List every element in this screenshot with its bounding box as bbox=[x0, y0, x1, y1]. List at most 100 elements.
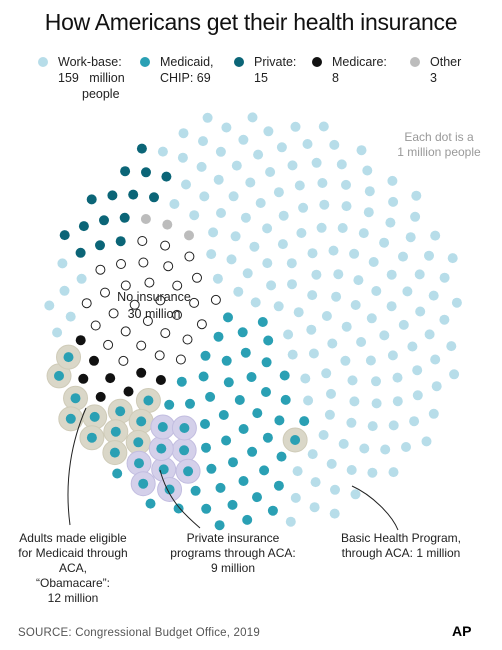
dot-work-base bbox=[350, 489, 361, 500]
annotation-line: Adults made eligible bbox=[19, 531, 127, 545]
dot-medicaid-chip bbox=[65, 413, 76, 424]
source-credit: SOURCE: Congressional Budget Office, 201… bbox=[18, 627, 260, 639]
dot-work-base bbox=[318, 430, 329, 440]
dot-medicaid-chip bbox=[138, 478, 149, 489]
scale-note-line: Each dot is a bbox=[404, 130, 474, 144]
dot-work-base bbox=[409, 416, 420, 427]
dot-work-base bbox=[411, 190, 422, 201]
dot-work-base bbox=[371, 376, 381, 387]
legend-item-private: Private: 15 bbox=[234, 54, 296, 86]
dot-work-base bbox=[296, 228, 307, 238]
dot-work-base bbox=[178, 128, 189, 139]
dot-work-base bbox=[414, 269, 425, 280]
dot-medicaid-chip bbox=[134, 458, 144, 469]
dot-medicaid-chip bbox=[179, 423, 190, 433]
dot-no-insurance bbox=[100, 287, 110, 298]
legend-count: 159 bbox=[58, 71, 79, 85]
dot-work-base bbox=[303, 395, 314, 406]
dot-work-base bbox=[302, 139, 313, 149]
dot-medicaid-chip bbox=[54, 370, 64, 381]
dot-work-base bbox=[398, 319, 409, 330]
dot-work-base bbox=[238, 134, 249, 145]
dot-medicaid-chip bbox=[145, 498, 156, 509]
dot-private bbox=[99, 215, 109, 226]
dot-work-base bbox=[392, 396, 403, 407]
dot-work-base bbox=[309, 502, 320, 513]
dot-medicaid-chip bbox=[205, 391, 216, 402]
dot-work-base bbox=[253, 149, 264, 160]
dot-work-base bbox=[286, 258, 297, 269]
dot-work-base bbox=[327, 338, 338, 349]
dot-work-base bbox=[307, 449, 318, 460]
dot-medicaid-chip bbox=[201, 503, 212, 514]
annotation-basic: Basic Health Program, through ACA: 1 mil… bbox=[336, 531, 466, 561]
dot-work-base bbox=[287, 160, 298, 171]
dot-medicare bbox=[89, 355, 99, 366]
dot-medicaid-chip bbox=[280, 394, 291, 405]
dot-medicaid-chip bbox=[274, 415, 285, 426]
legend-label: Medicare: bbox=[332, 55, 387, 69]
dot-work-base bbox=[255, 198, 266, 208]
dot-work-base bbox=[242, 268, 253, 279]
legend-count: 15 bbox=[254, 71, 268, 85]
dot-work-base bbox=[52, 327, 63, 338]
dot-no-insurance bbox=[137, 236, 148, 246]
dot-work-base bbox=[265, 167, 276, 177]
dot-no-insurance bbox=[160, 328, 171, 339]
dot-medicaid-chip bbox=[257, 317, 268, 327]
dot-work-base bbox=[199, 191, 210, 202]
dot-private bbox=[128, 189, 139, 200]
dot-medicaid-chip bbox=[263, 335, 274, 346]
dot-no-insurance bbox=[210, 294, 221, 305]
dot-medicaid-chip bbox=[246, 372, 257, 382]
dot-work-base bbox=[317, 178, 328, 188]
dot-medicaid-chip bbox=[259, 465, 270, 476]
dot-work-base bbox=[326, 458, 337, 469]
dot-private bbox=[161, 171, 172, 182]
no-insurance-line: 30 million bbox=[127, 307, 181, 321]
dot-medicaid-chip bbox=[156, 443, 167, 454]
dot-work-base bbox=[387, 350, 398, 361]
dot-work-base bbox=[421, 436, 432, 447]
dot-work-base bbox=[431, 381, 442, 392]
dot-work-base bbox=[364, 186, 375, 197]
dot-private bbox=[115, 236, 126, 247]
dot-work-base bbox=[402, 286, 413, 297]
dot-medicaid-chip bbox=[200, 419, 210, 429]
dot-other bbox=[140, 214, 151, 224]
dot-work-base bbox=[311, 269, 322, 280]
dot-medicaid-chip bbox=[299, 416, 310, 427]
dot-work-base bbox=[206, 249, 217, 260]
dot-medicaid-chip bbox=[252, 492, 262, 503]
dot-medicaid-chip bbox=[70, 393, 81, 404]
ap-logo: AP bbox=[452, 623, 472, 639]
dot-work-base bbox=[307, 290, 318, 301]
dot-work-base bbox=[363, 207, 374, 218]
dot-medicaid-chip bbox=[279, 370, 290, 381]
dot-medicaid-chip bbox=[237, 327, 248, 338]
dot-work-base bbox=[247, 112, 258, 123]
dot-no-insurance bbox=[138, 257, 149, 268]
dot-work-base bbox=[298, 202, 309, 213]
dot-work-base bbox=[308, 348, 319, 359]
leader-line-adults bbox=[67, 407, 87, 526]
dot-no-insurance bbox=[192, 272, 202, 283]
dot-medicaid-chip bbox=[261, 357, 272, 368]
dot-work-base bbox=[424, 329, 435, 340]
legend-dot-work-base bbox=[38, 57, 48, 67]
scale-note: Each dot is a 1 million people bbox=[396, 130, 482, 160]
dot-no-insurance bbox=[120, 280, 131, 291]
dot-work-base bbox=[451, 297, 462, 308]
dot-work-base bbox=[388, 420, 399, 431]
no-insurance-line: No insurance bbox=[117, 290, 191, 304]
dot-no-insurance bbox=[90, 320, 101, 331]
legend-dot-medicare bbox=[312, 57, 322, 67]
dot-work-base bbox=[346, 465, 357, 475]
annotation-line: 9 million bbox=[210, 561, 255, 575]
dot-medicaid-chip bbox=[267, 505, 278, 516]
dot-work-base bbox=[388, 467, 399, 478]
dot-medicaid-chip bbox=[242, 514, 253, 525]
legend-dot-medicaid bbox=[140, 57, 150, 67]
dot-medicaid-chip bbox=[176, 376, 187, 387]
dot-work-base bbox=[415, 306, 426, 317]
